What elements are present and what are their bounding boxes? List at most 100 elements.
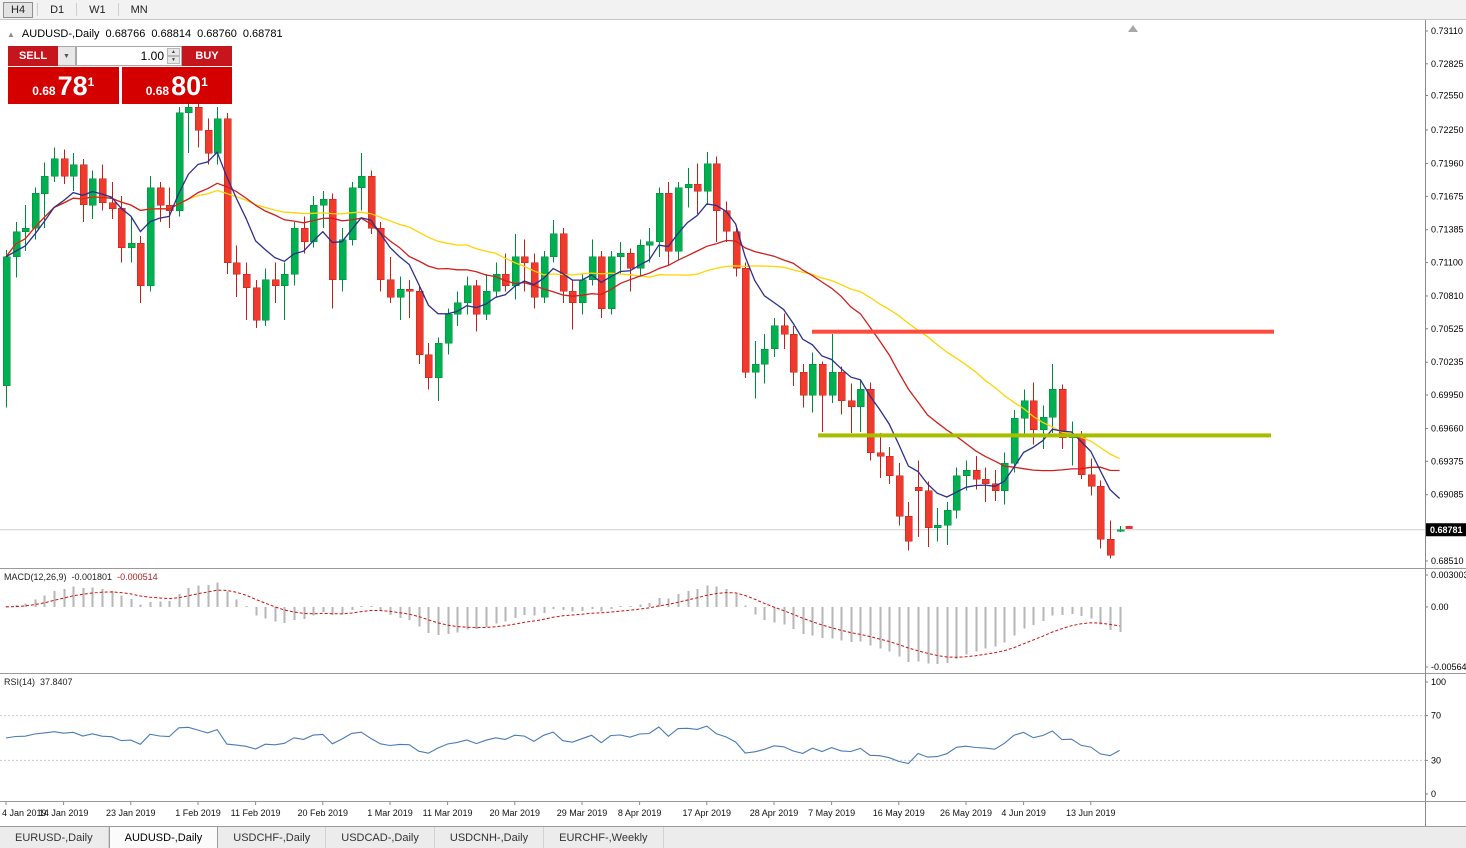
svg-text:0.71675: 0.71675 (1431, 191, 1464, 201)
svg-text:14 Jan 2019: 14 Jan 2019 (39, 808, 89, 818)
macd-axis-labels: 0.003003 0.00 -0.005648 (1425, 570, 1466, 672)
svg-text:7 May 2019: 7 May 2019 (808, 808, 855, 818)
sell-button[interactable]: SELL (8, 46, 58, 66)
period-button-w1[interactable]: W1 (89, 3, 106, 16)
rsi-line (5, 725, 1120, 765)
macd-label-row: MACD(12,26,9) -0.001801 -0.000514 (4, 572, 158, 582)
svg-text:13 Jun 2019: 13 Jun 2019 (1066, 808, 1116, 818)
price-chart-canvas[interactable]: 0.73110 0.72825 0.72550 0.72250 0.71960 0.716… (0, 20, 1466, 568)
current-price-tag (1425, 523, 1466, 537)
period-toolbar: H4 D1 W1 MN (0, 0, 1466, 20)
chart-title: AUDUSD-,Daily (21, 28, 100, 40)
buy-button[interactable]: BUY (182, 46, 232, 66)
ma-fast-line (5, 151, 1121, 499)
svg-text:0.003003: 0.003003 (1431, 570, 1466, 580)
sell-price-button[interactable]: 0.68 78 1 (8, 67, 119, 104)
candles (2, 99, 1125, 559)
svg-text:0.69660: 0.69660 (1431, 423, 1464, 433)
macd-histogram (5, 582, 1122, 665)
price-chart-panel: 0.73110 0.72825 0.72550 0.72250 0.71960 0.716… (0, 20, 1466, 568)
chart-header: ▲ AUDUSD-,Daily 0.68766 0.68814 0.68760 … (7, 28, 283, 40)
sell-price-pips: 78 (57, 71, 88, 101)
volume-input[interactable]: 1.00 ▲ ▼ (76, 46, 182, 66)
svg-text:28 Apr 2019: 28 Apr 2019 (750, 808, 799, 818)
svg-text:17 Apr 2019: 17 Apr 2019 (683, 808, 732, 818)
rsi-panel: 100 70 30 0 RSI(14) 37.8407 (0, 673, 1466, 801)
svg-text:0.70525: 0.70525 (1431, 324, 1464, 334)
buy-price-prefix: 0.68 (145, 84, 170, 98)
chart-shift-marker-icon (1128, 25, 1138, 32)
macd-label: MACD(12,26,9) (4, 572, 67, 582)
svg-text:0.69085: 0.69085 (1431, 490, 1464, 500)
buy-price-pips: 80 (171, 71, 202, 101)
time-axis: 4 Jan 2019 14 Jan 2019 23 Jan 2019 1 Feb 20… (0, 801, 1466, 826)
svg-text:23 Jan 2019: 23 Jan 2019 (106, 808, 156, 818)
rsi-label: RSI(14) (4, 677, 36, 687)
svg-text:0.70235: 0.70235 (1431, 357, 1464, 367)
volume-value: 1.00 (140, 49, 164, 63)
buy-price-pipette: 1 (201, 75, 208, 89)
svg-text:0.69950: 0.69950 (1431, 390, 1464, 400)
svg-text:0.68781: 0.68781 (1430, 525, 1463, 535)
svg-text:11 Mar 2019: 11 Mar 2019 (423, 808, 473, 818)
svg-text:4 Jan 2019: 4 Jan 2019 (2, 808, 47, 818)
macd-signal-line (5, 589, 1120, 658)
svg-text:4 Jun 2019: 4 Jun 2019 (1001, 808, 1046, 818)
volume-spinner-up-icon[interactable]: ▲ (167, 48, 180, 56)
ma-slow-line (5, 189, 1120, 460)
svg-text:8 Apr 2019: 8 Apr 2019 (618, 808, 662, 818)
svg-text:1 Mar 2019: 1 Mar 2019 (367, 808, 413, 818)
sell-price-pipette: 1 (87, 75, 95, 89)
tab-usdcnh-daily[interactable]: USDCNH-,Daily (435, 827, 545, 848)
period-button-mn[interactable]: MN (130, 3, 148, 16)
price-axis-labels[interactable]: 0.73110 0.72825 0.72550 0.72250 0.71960 0.716… (1425, 26, 1464, 566)
tab-audusd-daily[interactable]: AUDUSD-,Daily (108, 826, 219, 848)
svg-text:100: 100 (1431, 677, 1446, 687)
volume-spinner: ▲ ▼ (167, 48, 180, 64)
symbol-tab-bar: EURUSD-,Daily AUDUSD-,Daily USDCHF-,Dail… (0, 826, 1466, 848)
tab-eurchf-weekly[interactable]: EURCHF-,Weekly (544, 827, 664, 848)
svg-text:16 May 2019: 16 May 2019 (873, 808, 925, 818)
tab-usdcad-daily[interactable]: USDCAD-,Daily (326, 827, 435, 848)
svg-text:0.73110: 0.73110 (1431, 26, 1463, 36)
svg-text:20 Feb 2019: 20 Feb 2019 (298, 808, 349, 818)
rsi-axis-labels: 100 70 30 0 (1425, 677, 1446, 799)
tab-usdchf-daily[interactable]: USDCHF-,Daily (218, 827, 327, 848)
svg-text:0.68510: 0.68510 (1431, 556, 1464, 566)
svg-text:20 Mar 2019: 20 Mar 2019 (490, 808, 541, 818)
svg-text:26 May 2019: 26 May 2019 (940, 808, 992, 818)
macd-canvas[interactable]: 0.003003 0.00 -0.005648 (0, 569, 1466, 673)
period-button-d1[interactable]: D1 (50, 3, 65, 16)
ohlc-close: 0.68781 (242, 28, 283, 40)
rsi-canvas[interactable]: 100 70 30 0 (0, 674, 1466, 801)
resistance-line[interactable] (812, 329, 1274, 334)
svg-text:0.72550: 0.72550 (1431, 91, 1464, 101)
svg-text:-0.005648: -0.005648 (1431, 662, 1466, 672)
macd-panel: 0.003003 0.00 -0.005648 MACD(12,26,9) -0.0… (0, 568, 1466, 673)
support-line[interactable] (818, 433, 1271, 438)
ohlc-open: 0.68766 (105, 28, 146, 40)
volume-spinner-down-icon[interactable]: ▼ (167, 56, 180, 64)
volume-dropdown-arrow-icon[interactable]: ▼ (58, 46, 76, 66)
one-click-panel-toggle-icon[interactable]: ▲ (7, 29, 15, 39)
tab-eurusd-daily[interactable]: EURUSD-,Daily (0, 827, 109, 848)
macd-signal-value: -0.000514 (117, 572, 158, 582)
svg-text:0.69375: 0.69375 (1431, 456, 1464, 466)
period-button-h4[interactable]: H4 (3, 1, 34, 18)
buy-price-button[interactable]: 0.68 80 1 (121, 67, 232, 104)
svg-text:29 Mar 2019: 29 Mar 2019 (557, 808, 608, 818)
rsi-label-row: RSI(14) 37.8407 (4, 677, 73, 687)
one-click-trade-panel: SELL ▼ 1.00 ▲ ▼ BUY 0.68 78 1 (8, 46, 232, 104)
toolbar-separator (76, 3, 78, 16)
svg-text:0.72250: 0.72250 (1431, 125, 1464, 135)
rsi-value: 37.8407 (40, 677, 73, 687)
toolbar-separator (37, 3, 39, 16)
svg-text:11 Feb 2019: 11 Feb 2019 (231, 808, 281, 818)
svg-text:30: 30 (1431, 755, 1441, 765)
svg-text:0.72825: 0.72825 (1431, 59, 1464, 69)
ma-mid-line (5, 182, 1120, 472)
svg-text:0.70810: 0.70810 (1431, 291, 1464, 301)
svg-text:0.71100: 0.71100 (1431, 258, 1463, 268)
